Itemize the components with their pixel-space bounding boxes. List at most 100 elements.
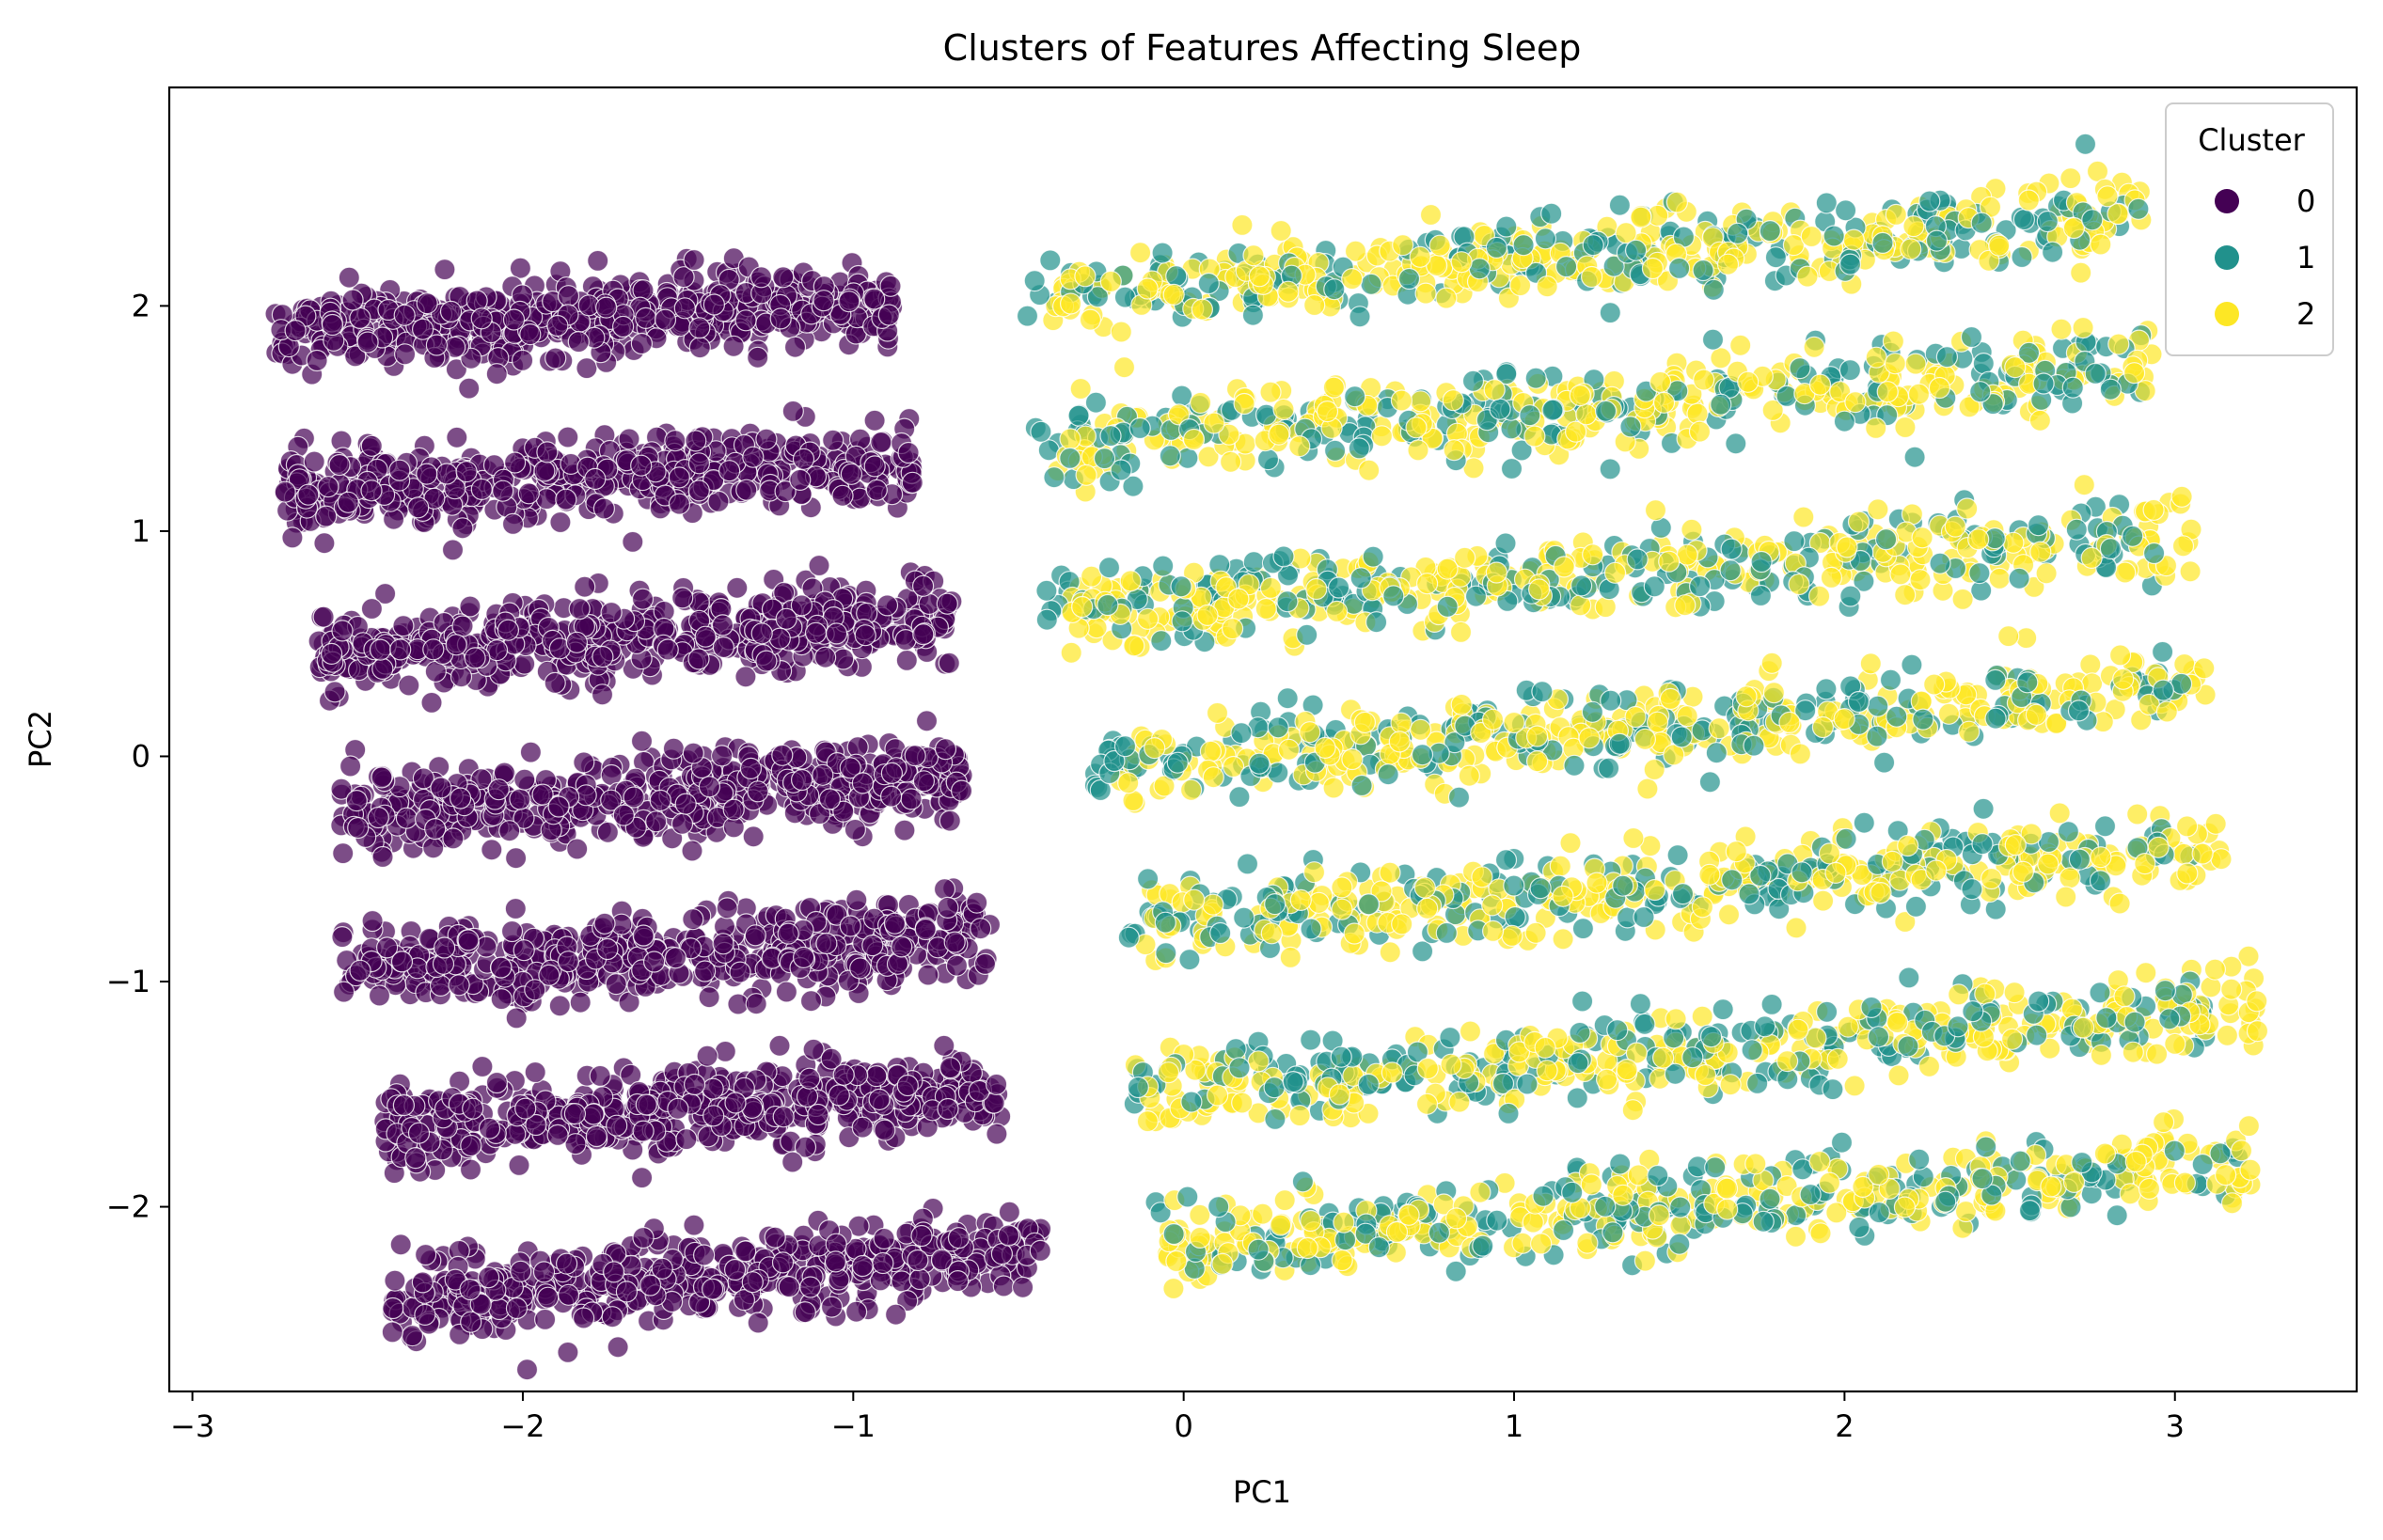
- data-point-cluster-0: [546, 1124, 569, 1147]
- data-point-cluster-0: [775, 607, 797, 630]
- data-point-cluster-0: [321, 642, 343, 666]
- data-point-cluster-0: [572, 1307, 595, 1329]
- data-point-cluster-0: [747, 1312, 769, 1334]
- data-point-cluster-0: [505, 1007, 528, 1029]
- data-point-cluster-0: [632, 1226, 655, 1249]
- data-point-cluster-0: [755, 428, 778, 450]
- data-point-cluster-0: [630, 730, 654, 752]
- data-point-cluster-0: [840, 463, 863, 485]
- data-point-cluster-0: [674, 793, 697, 815]
- data-point-cluster-0: [519, 741, 543, 763]
- data-point-cluster-0: [500, 919, 524, 943]
- data-point-cluster-0: [642, 951, 666, 973]
- data-point-cluster-0: [631, 588, 655, 610]
- data-point-cluster-0: [459, 1158, 482, 1181]
- data-point-cluster-0: [618, 428, 640, 450]
- data-point-cluster-1: [1300, 1029, 1322, 1051]
- data-point-cluster-0: [630, 454, 653, 477]
- data-point-cluster-0: [537, 1286, 560, 1309]
- data-point-cluster-0: [893, 819, 916, 841]
- data-point-cluster-0: [510, 1260, 532, 1282]
- data-point-cluster-0: [798, 1067, 821, 1090]
- data-point-cluster-0: [504, 847, 528, 870]
- data-point-cluster-0: [321, 313, 344, 337]
- data-point-cluster-0: [813, 290, 835, 312]
- data-point-cluster-2: [2126, 803, 2149, 825]
- data-point-cluster-0: [315, 505, 338, 527]
- data-point-cluster-0: [591, 684, 614, 706]
- data-point-cluster-0: [508, 1154, 530, 1177]
- data-point-cluster-0: [671, 587, 694, 609]
- data-point-cluster-0: [632, 1120, 655, 1142]
- points-layer: [264, 133, 2269, 1381]
- data-point-cluster-0: [662, 737, 686, 760]
- data-point-cluster-0: [794, 1301, 816, 1324]
- data-point-cluster-0: [415, 1243, 437, 1266]
- data-point-cluster-0: [891, 1270, 913, 1293]
- data-point-cluster-0: [701, 1278, 724, 1300]
- data-point-cluster-0: [874, 1119, 896, 1141]
- data-point-cluster-0: [718, 460, 741, 482]
- data-point-cluster-0: [698, 776, 721, 798]
- data-point-cluster-0: [446, 426, 468, 448]
- data-point-cluster-2: [1189, 1203, 1211, 1226]
- data-point-cluster-0: [863, 409, 886, 432]
- data-point-cluster-0: [585, 1124, 608, 1148]
- data-point-cluster-0: [360, 479, 383, 502]
- data-point-cluster-0: [565, 631, 589, 653]
- data-point-cluster-0: [1029, 1239, 1051, 1263]
- data-point-cluster-0: [724, 1092, 747, 1114]
- data-point-cluster-0: [682, 908, 704, 931]
- data-point-cluster-0: [649, 789, 671, 812]
- data-point-cluster-0: [712, 636, 735, 659]
- data-point-cluster-0: [349, 959, 371, 982]
- data-point-cluster-0: [503, 451, 527, 474]
- data-point-cluster-0: [933, 878, 956, 901]
- data-point-cluster-0: [395, 807, 418, 829]
- data-point-cluster-0: [434, 259, 456, 281]
- chart-title: Clusters of Features Affecting Sleep: [943, 27, 1582, 69]
- data-point-cluster-0: [544, 347, 567, 369]
- data-point-cluster-0: [917, 964, 939, 986]
- data-point-cluster-0: [671, 812, 694, 835]
- data-point-cluster-1: [1972, 797, 1995, 820]
- data-point-cluster-0: [611, 315, 635, 338]
- data-point-cluster-0: [450, 787, 472, 809]
- data-point-cluster-0: [755, 650, 778, 672]
- data-point-cluster-0: [394, 343, 417, 366]
- data-point-cluster-0: [645, 810, 668, 833]
- data-point-cluster-0: [297, 483, 320, 506]
- data-point-cluster-0: [485, 363, 508, 385]
- data-point-cluster-0: [985, 1073, 1008, 1096]
- data-point-cluster-0: [877, 304, 900, 326]
- data-point-cluster-0: [693, 960, 717, 982]
- data-point-cluster-0: [416, 292, 438, 315]
- data-point-cluster-0: [908, 1267, 931, 1291]
- data-point-cluster-0: [425, 334, 448, 356]
- data-point-cluster-0: [934, 738, 957, 761]
- data-point-cluster-0: [587, 249, 609, 272]
- data-point-cluster-0: [912, 623, 935, 646]
- data-point-cluster-0: [360, 434, 383, 457]
- data-point-cluster-0: [533, 460, 556, 482]
- data-point-cluster-0: [515, 1359, 539, 1381]
- data-point-cluster-0: [825, 622, 848, 645]
- data-point-cluster-2: [1948, 983, 1970, 1006]
- data-point-cluster-0: [734, 1240, 757, 1263]
- data-point-cluster-0: [367, 806, 389, 829]
- data-point-cluster-0: [769, 307, 792, 330]
- data-point-cluster-0: [481, 839, 503, 861]
- data-point-cluster-0: [726, 576, 749, 599]
- data-point-cluster-1: [1853, 811, 1875, 834]
- data-point-cluster-0: [281, 526, 304, 549]
- data-point-cluster-0: [451, 615, 474, 637]
- data-point-cluster-0: [880, 762, 904, 785]
- data-point-cluster-0: [576, 357, 598, 380]
- data-point-cluster-0: [388, 459, 411, 481]
- data-point-cluster-2: [1792, 506, 1815, 528]
- data-point-cluster-0: [998, 1201, 1021, 1223]
- data-point-cluster-0: [696, 1045, 718, 1067]
- data-point-cluster-0: [347, 816, 370, 840]
- data-point-cluster-0: [422, 638, 445, 661]
- data-point-cluster-0: [328, 453, 351, 477]
